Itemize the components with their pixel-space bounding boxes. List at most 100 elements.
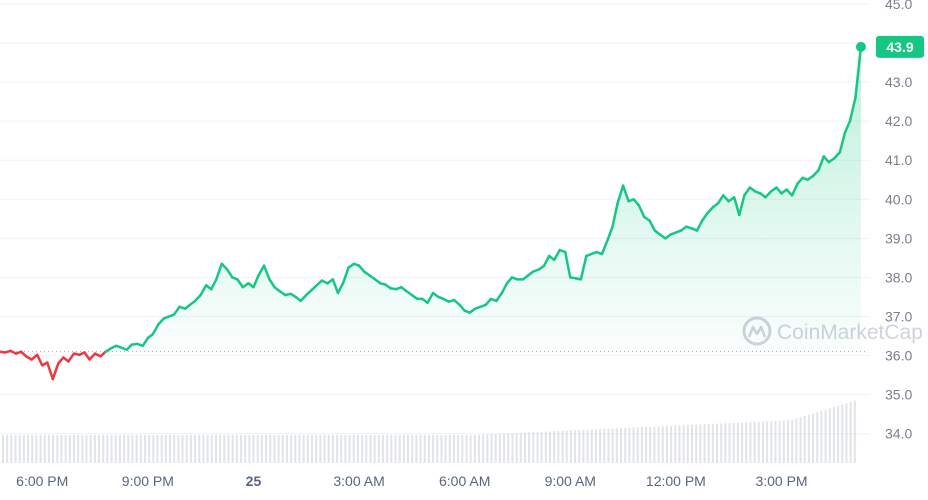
x-tick-label: 12:00 PM [646, 473, 706, 489]
volume-bar [478, 434, 481, 463]
price-line-segment [811, 168, 820, 178]
price-line-segment [226, 268, 234, 279]
price-line-segment [505, 276, 514, 285]
price-line-segment [341, 266, 350, 285]
volume-bar [106, 435, 109, 463]
volume-bar [841, 404, 844, 463]
x-tick-label: 6:00 PM [16, 473, 68, 489]
volume-bar [816, 412, 819, 463]
price-area-fill [0, 46, 861, 352]
y-tick-label: 35.0 [885, 387, 912, 403]
volume-bar [252, 435, 255, 463]
price-line-segment [495, 291, 504, 303]
price-line-segment [695, 219, 704, 232]
price-line-segment [854, 45, 863, 99]
volume-bar [285, 435, 288, 463]
y-axis: 45.044.043.042.041.040.039.038.037.036.0… [885, 0, 912, 442]
price-line-segment [484, 297, 493, 307]
y-tick-label: 38.0 [885, 269, 912, 285]
volume-bar [544, 431, 547, 463]
volume-bar [331, 435, 334, 463]
volume-bar [68, 435, 71, 463]
volume-bar [390, 435, 393, 463]
volume-bar [369, 435, 372, 463]
price-area [0, 46, 861, 352]
volume-bar [757, 421, 760, 463]
volume-bar [536, 432, 539, 463]
volume-bar [310, 435, 313, 463]
volume-bar [615, 428, 618, 463]
volume-bar [256, 435, 259, 463]
price-line-segment [843, 119, 852, 135]
price-line-segment [848, 96, 857, 123]
volume-bar [686, 425, 689, 463]
volume-bar [682, 425, 685, 463]
volume-bar [611, 428, 614, 463]
volume-bar [81, 435, 84, 463]
volume-bar [110, 435, 113, 463]
volume-bar [407, 435, 410, 463]
volume-bar [519, 432, 522, 463]
volume-bar [523, 432, 526, 463]
price-line-segment [67, 352, 76, 363]
price-line-segment [500, 282, 509, 295]
volume-bar [716, 423, 719, 463]
volume-bar [753, 421, 756, 463]
volume-bar [160, 435, 163, 463]
volume-bar [10, 435, 13, 463]
volume-bar [43, 435, 46, 463]
volume-bar [557, 431, 560, 463]
price-line-segment [611, 201, 619, 228]
volume-bar [690, 424, 693, 463]
volume-bar [127, 435, 130, 463]
price-line-segment [268, 278, 276, 289]
y-tick-label: 36.0 [885, 348, 912, 364]
current-price-dot [855, 41, 866, 52]
volume-bar [77, 435, 80, 463]
price-line-segment [83, 351, 91, 361]
volume-bar [720, 423, 723, 463]
volume-bar [319, 435, 322, 463]
volume-bar [607, 428, 610, 463]
volume-bar [761, 421, 764, 463]
price-line-segment [215, 262, 224, 281]
volume-bar [223, 435, 226, 463]
volume-bar [302, 435, 305, 463]
price-line-segment [331, 278, 340, 295]
volume-bar [306, 435, 309, 463]
volume-bar [503, 433, 506, 463]
volume-bar [540, 431, 543, 463]
volume-bar [273, 435, 276, 463]
volume-bar [837, 405, 840, 463]
price-line-segment [141, 336, 150, 348]
price-line-segment [236, 278, 245, 289]
volume-bar [31, 435, 34, 463]
volume-bar [277, 435, 280, 463]
volume-bar [323, 435, 326, 463]
volume-bar [490, 434, 493, 463]
volume-bar [590, 429, 593, 463]
volume-bar [632, 427, 635, 463]
volume-bar [791, 419, 794, 463]
volume-bar [118, 435, 121, 463]
volume-bar [365, 435, 368, 463]
price-line-segment [764, 190, 773, 199]
volume-bar [227, 435, 230, 463]
volume-bar [824, 409, 827, 463]
volume-bar [194, 435, 197, 463]
price-line-segment [775, 186, 783, 195]
volume-bar [181, 435, 184, 463]
volume-bar [657, 426, 660, 463]
volume-bar [98, 435, 101, 463]
volume-bar [628, 427, 631, 463]
volume-bar [436, 435, 439, 463]
volume-bar [782, 420, 785, 463]
volume-bar [749, 422, 752, 463]
volume-bar [649, 426, 652, 463]
volume-bar [177, 435, 180, 463]
volume-bar [344, 435, 347, 463]
price-line-segment [616, 184, 625, 205]
volume-bar [373, 435, 376, 463]
